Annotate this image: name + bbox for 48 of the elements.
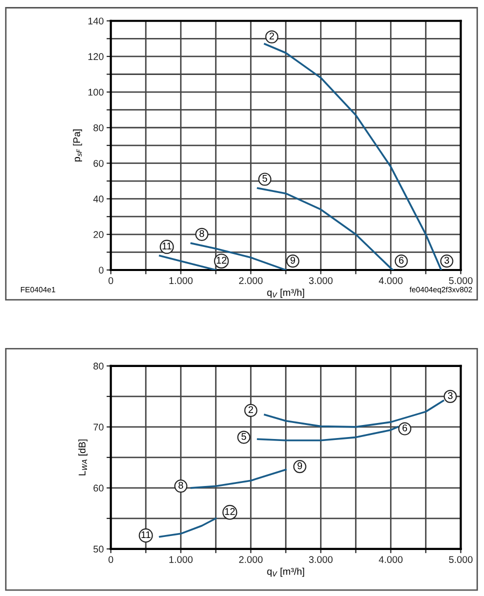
x-tick-label: 0 — [108, 556, 114, 563]
y-tick-label: 0 — [98, 266, 104, 274]
y-tick-label: 50 — [93, 546, 104, 553]
line-series — [190, 468, 287, 489]
x-tick-label: 4.000 — [378, 277, 403, 284]
y-tick-label: 120 — [88, 53, 104, 60]
annotation: 8 — [178, 482, 184, 489]
y-axis-title: p$_{sF}$ [Pa] — [72, 130, 82, 162]
annotation: 6 — [399, 256, 404, 264]
y-tick-label: 80 — [94, 124, 104, 132]
annotation: 9 — [290, 256, 296, 264]
x-axis-title: q$_{V}$ [m³/h] — [267, 288, 304, 298]
annotation: 9 — [298, 462, 302, 470]
x-tick-label: 5.000 — [448, 556, 473, 563]
annotation: 3 — [444, 256, 450, 264]
x-axis-title: q$_{V}$ [m³/h] — [267, 568, 304, 577]
y-tick-label: 80 — [94, 362, 104, 370]
annotation: 11 — [142, 531, 150, 538]
y-tick-label: 70 — [94, 424, 104, 431]
annotation: 5 — [241, 433, 246, 440]
annotation: 12 — [216, 256, 226, 264]
x-tick-label: 3.000 — [309, 556, 333, 563]
y-axis-title: L$_{WA}$ [dB] — [78, 440, 88, 476]
y-tick-label: 40 — [93, 196, 104, 202]
y-tick-label: 60 — [94, 160, 104, 167]
x-tick-label: 3.000 — [309, 277, 333, 284]
annotation: 6 — [402, 424, 408, 432]
annotation: 3 — [448, 392, 453, 400]
x-tick-label: 4.000 — [378, 556, 403, 563]
x-tick-label: 2.000 — [239, 556, 263, 563]
x-tick-label: 0 — [108, 277, 114, 284]
y-tick-label: 140 — [88, 18, 104, 24]
y-tick-label: 20 — [94, 231, 104, 238]
annotation: 12 — [225, 508, 235, 515]
x-tick-label: 1.000 — [169, 556, 193, 563]
x-tick-label: 1.000 — [169, 277, 193, 284]
x-tick-label: 5.000 — [448, 277, 473, 284]
annotation: 2 — [248, 406, 254, 413]
line-series — [190, 242, 287, 270]
line-series — [158, 518, 217, 538]
x-tick-label: 2.000 — [239, 277, 263, 284]
annotation: 5 — [262, 175, 268, 182]
annotation: 11 — [162, 242, 172, 250]
line-series — [256, 187, 394, 270]
y-tick-label: 60 — [94, 484, 104, 492]
y-tick-label: 100 — [88, 88, 104, 96]
annotation: 2 — [270, 32, 274, 40]
annotation: 8 — [200, 230, 204, 238]
